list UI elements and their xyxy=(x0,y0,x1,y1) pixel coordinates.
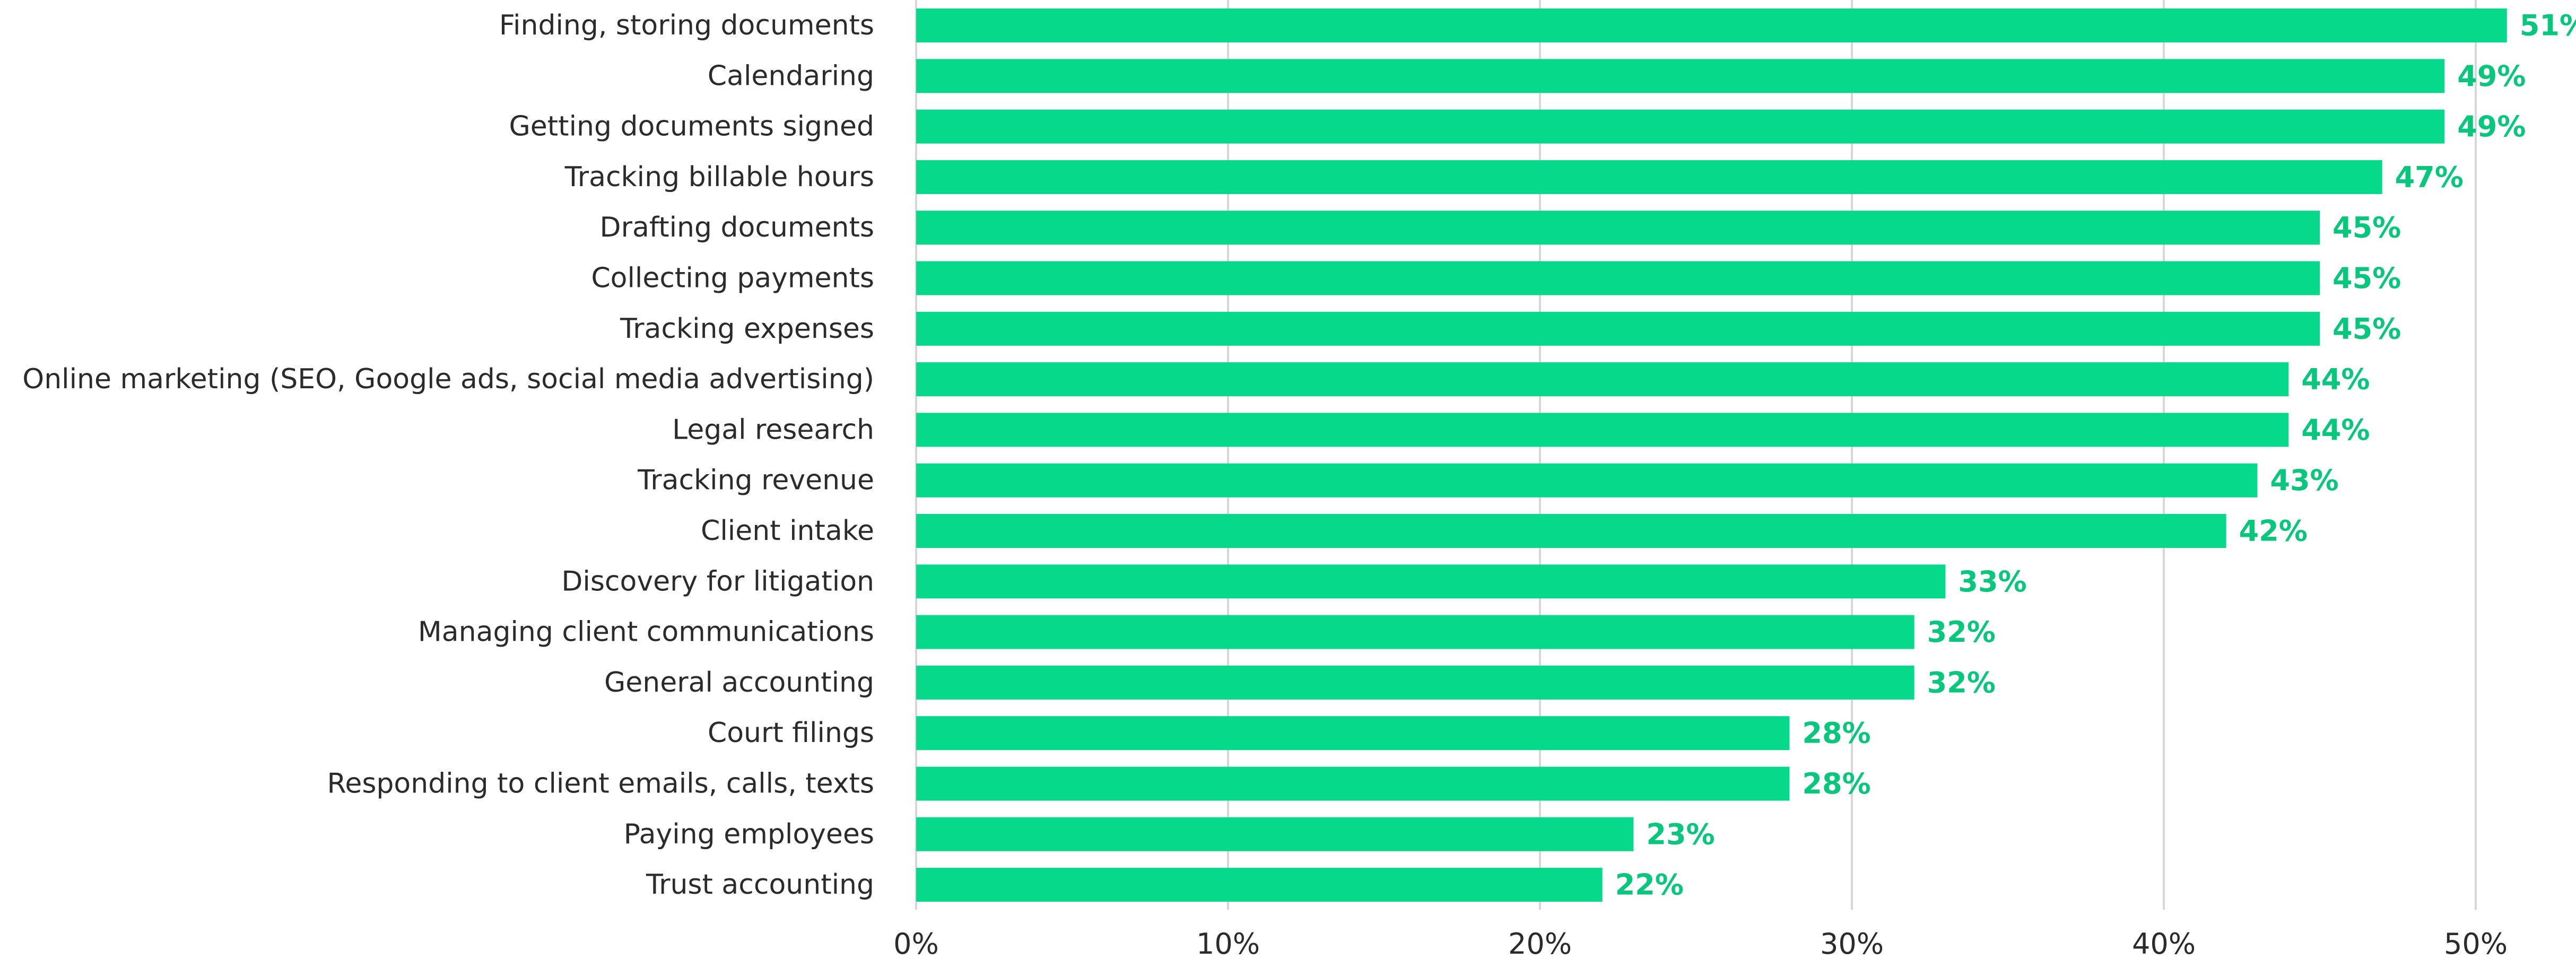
bar-14 xyxy=(916,716,1790,751)
category-label-15: Responding to client emails, calls, text… xyxy=(327,768,874,800)
category-label-4: Drafting documents xyxy=(600,212,874,243)
category-label-11: Discovery for litigation xyxy=(561,565,874,597)
bar-16 xyxy=(916,817,1634,851)
value-label-13: 32% xyxy=(1927,666,1996,699)
category-label-16: Paying employees xyxy=(624,818,874,850)
category-label-14: Court filings xyxy=(708,717,874,749)
value-label-5: 45% xyxy=(2333,261,2401,295)
value-label-7: 44% xyxy=(2301,363,2370,396)
x-tick-label-20: 20% xyxy=(1508,927,1572,961)
bar-9 xyxy=(916,463,2258,498)
grid-lines xyxy=(915,0,2477,910)
bar-3 xyxy=(916,160,2382,194)
bar-6 xyxy=(916,311,2320,346)
value-label-6: 45% xyxy=(2333,312,2401,345)
bar-4 xyxy=(916,211,2320,245)
bar-0 xyxy=(916,8,2507,42)
category-labels: Finding, storing documents Calendaring Get… xyxy=(22,10,874,901)
value-label-8: 44% xyxy=(2301,413,2370,447)
value-label-17: 22% xyxy=(1615,868,1684,902)
bar-13 xyxy=(916,665,1914,700)
x-tick-label-0: 0% xyxy=(893,927,939,961)
category-label-10: Client intake xyxy=(701,515,874,547)
value-label-3: 47% xyxy=(2395,160,2464,194)
x-tick-label-30: 30% xyxy=(1820,927,1884,961)
value-label-2: 49% xyxy=(2457,110,2526,143)
bar-15 xyxy=(916,766,1790,801)
category-label-9: Tracking revenue xyxy=(637,465,874,496)
bar-1 xyxy=(916,59,2445,93)
value-labels: 51% 49% 49% 47% 45% 45% 45% 44% 44% 43% 42% 33% 32% 3… xyxy=(1615,9,2576,902)
category-label-7: Online marketing (SEO, Google ads, socia… xyxy=(22,363,874,395)
category-label-8: Legal research xyxy=(672,414,874,446)
value-label-16: 23% xyxy=(1646,817,1715,851)
value-label-4: 45% xyxy=(2333,211,2401,245)
x-tick-label-10: 10% xyxy=(1196,927,1260,961)
category-label-1: Calendaring xyxy=(708,60,874,92)
value-label-0: 51% xyxy=(2520,9,2576,42)
value-label-10: 42% xyxy=(2239,514,2308,548)
x-tick-label-50: 50% xyxy=(2444,927,2508,961)
category-label-13: General accounting xyxy=(604,667,874,699)
bar-2 xyxy=(916,109,2445,144)
value-label-15: 28% xyxy=(1802,767,1870,800)
bar-11 xyxy=(916,564,1946,599)
bar-12 xyxy=(916,615,1914,649)
category-label-3: Tracking billable hours xyxy=(564,161,874,193)
x-axis-tick-labels: 0% 10% 20% 30% 40% 50% xyxy=(893,927,2508,961)
category-label-17: Trust accounting xyxy=(646,869,874,901)
bar-10 xyxy=(916,514,2226,548)
bar-17 xyxy=(916,868,1603,902)
value-label-14: 28% xyxy=(1802,717,1870,750)
category-label-5: Collecting payments xyxy=(591,263,874,294)
bar-7 xyxy=(916,362,2289,397)
bar-8 xyxy=(916,413,2289,447)
x-tick-label-40: 40% xyxy=(2132,927,2196,961)
bars xyxy=(916,8,2507,902)
value-label-11: 33% xyxy=(1958,565,2026,598)
value-label-12: 32% xyxy=(1927,615,1996,649)
category-label-12: Managing client communications xyxy=(418,616,874,648)
category-label-6: Tracking expenses xyxy=(620,313,874,345)
value-label-9: 43% xyxy=(2270,464,2338,497)
category-label-2: Getting documents signed xyxy=(509,111,875,143)
bar-5 xyxy=(916,261,2320,295)
category-label-0: Finding, storing documents xyxy=(499,10,874,41)
value-label-1: 49% xyxy=(2457,59,2526,93)
